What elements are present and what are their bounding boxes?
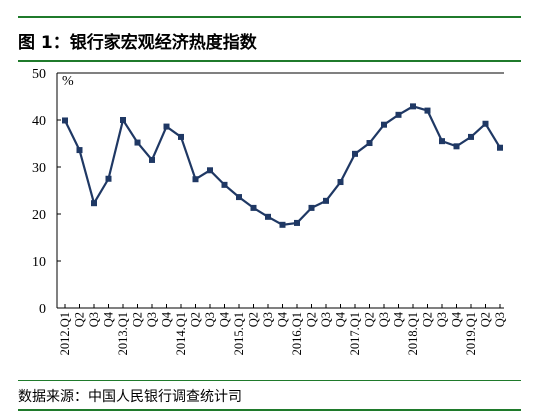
x-tick-label: Q3 (435, 312, 449, 327)
y-tick-label: 50 (32, 67, 46, 82)
x-tick-label: Q2 (247, 312, 261, 327)
data-point (497, 144, 503, 151)
data-point (439, 138, 445, 145)
data-point (323, 197, 329, 204)
data-point (381, 121, 387, 128)
data-point (163, 123, 170, 130)
x-tick-label: Q4 (392, 311, 406, 327)
x-tick-label: 2017.Q1 (348, 312, 362, 355)
data-point (410, 103, 416, 110)
data-point (62, 117, 68, 124)
data-point (178, 133, 184, 140)
x-tick-label: Q3 (261, 312, 275, 327)
data-point (236, 194, 242, 201)
figure-title: 图 1：银行家宏观经济热度指数 (18, 33, 257, 53)
data-point (395, 111, 402, 118)
x-tick-label: Q2 (73, 312, 87, 327)
x-tick-label: Q2 (305, 312, 319, 327)
data-point (149, 156, 155, 163)
figure-source: 数据来源：中国人民银行调查统计司 (18, 389, 242, 405)
y-tick-label: 30 (32, 161, 46, 176)
data-point (337, 179, 344, 186)
series-markers (62, 103, 503, 228)
y-tick-label: 0 (39, 302, 46, 317)
top-rule (18, 16, 521, 18)
x-tick-label: Q2 (363, 312, 377, 327)
data-point (294, 219, 300, 226)
x-tick-label: 2019.Q1 (464, 312, 478, 355)
x-tick-label: 2015.Q1 (232, 312, 246, 355)
x-tick-label: Q3 (87, 312, 101, 327)
data-point (91, 200, 97, 207)
data-point (250, 204, 257, 211)
y-tick-label: 40 (32, 114, 46, 129)
data-point (105, 175, 112, 182)
data-point (366, 140, 373, 147)
x-tick-label: 2018.Q1 (406, 312, 420, 355)
x-tick-label: Q3 (145, 312, 159, 327)
series-line (64, 105, 501, 226)
data-point (192, 176, 199, 183)
x-tick-label: Q2 (131, 312, 145, 327)
x-tick-label: Q4 (276, 311, 290, 327)
x-tick-label: Q3 (203, 312, 217, 327)
data-point (134, 139, 141, 146)
x-tick-label: Q2 (421, 312, 435, 327)
x-tick-label: Q3 (319, 312, 333, 327)
x-tick-label: 2013.Q1 (116, 312, 130, 355)
source-rule (18, 380, 521, 381)
x-tick-label: Q4 (218, 311, 232, 327)
data-point (308, 204, 315, 211)
title-rule (18, 60, 521, 62)
x-tick-label: 2016.Q1 (290, 312, 304, 355)
data-point (221, 181, 228, 188)
x-tick-label: Q4 (160, 311, 174, 327)
y-ticks: 0 10 20 30 40 50 (32, 67, 61, 317)
x-ticks: 2012.Q1 Q2 Q3 Q4 2013.Q1 Q2 Q3 Q4 2014.Q1 Q2 Q3 Q4 2… (58, 304, 507, 355)
data-point (424, 107, 431, 114)
x-tick-label: Q2 (189, 312, 203, 327)
y-unit-label: % (62, 74, 74, 89)
x-tick-label: 2014.Q1 (174, 312, 188, 355)
bottom-rule (18, 409, 521, 411)
x-tick-label: Q3 (493, 312, 507, 327)
data-point (279, 221, 286, 228)
data-point (120, 117, 126, 123)
x-tick-label: 2012.Q1 (58, 312, 72, 355)
y-tick-label: 10 (32, 255, 46, 270)
x-tick-label: Q4 (334, 311, 348, 327)
x-tick-label: Q2 (479, 312, 493, 327)
data-point (482, 120, 489, 127)
data-point (265, 213, 271, 220)
data-point (352, 150, 358, 157)
x-tick-label: Q4 (102, 311, 116, 327)
x-tick-label: Q4 (450, 311, 464, 327)
y-tick-label: 20 (32, 208, 46, 223)
data-point (207, 167, 213, 174)
x-tick-label: Q3 (377, 312, 391, 327)
data-point (76, 147, 83, 154)
data-point (453, 143, 460, 150)
data-point (468, 133, 474, 140)
